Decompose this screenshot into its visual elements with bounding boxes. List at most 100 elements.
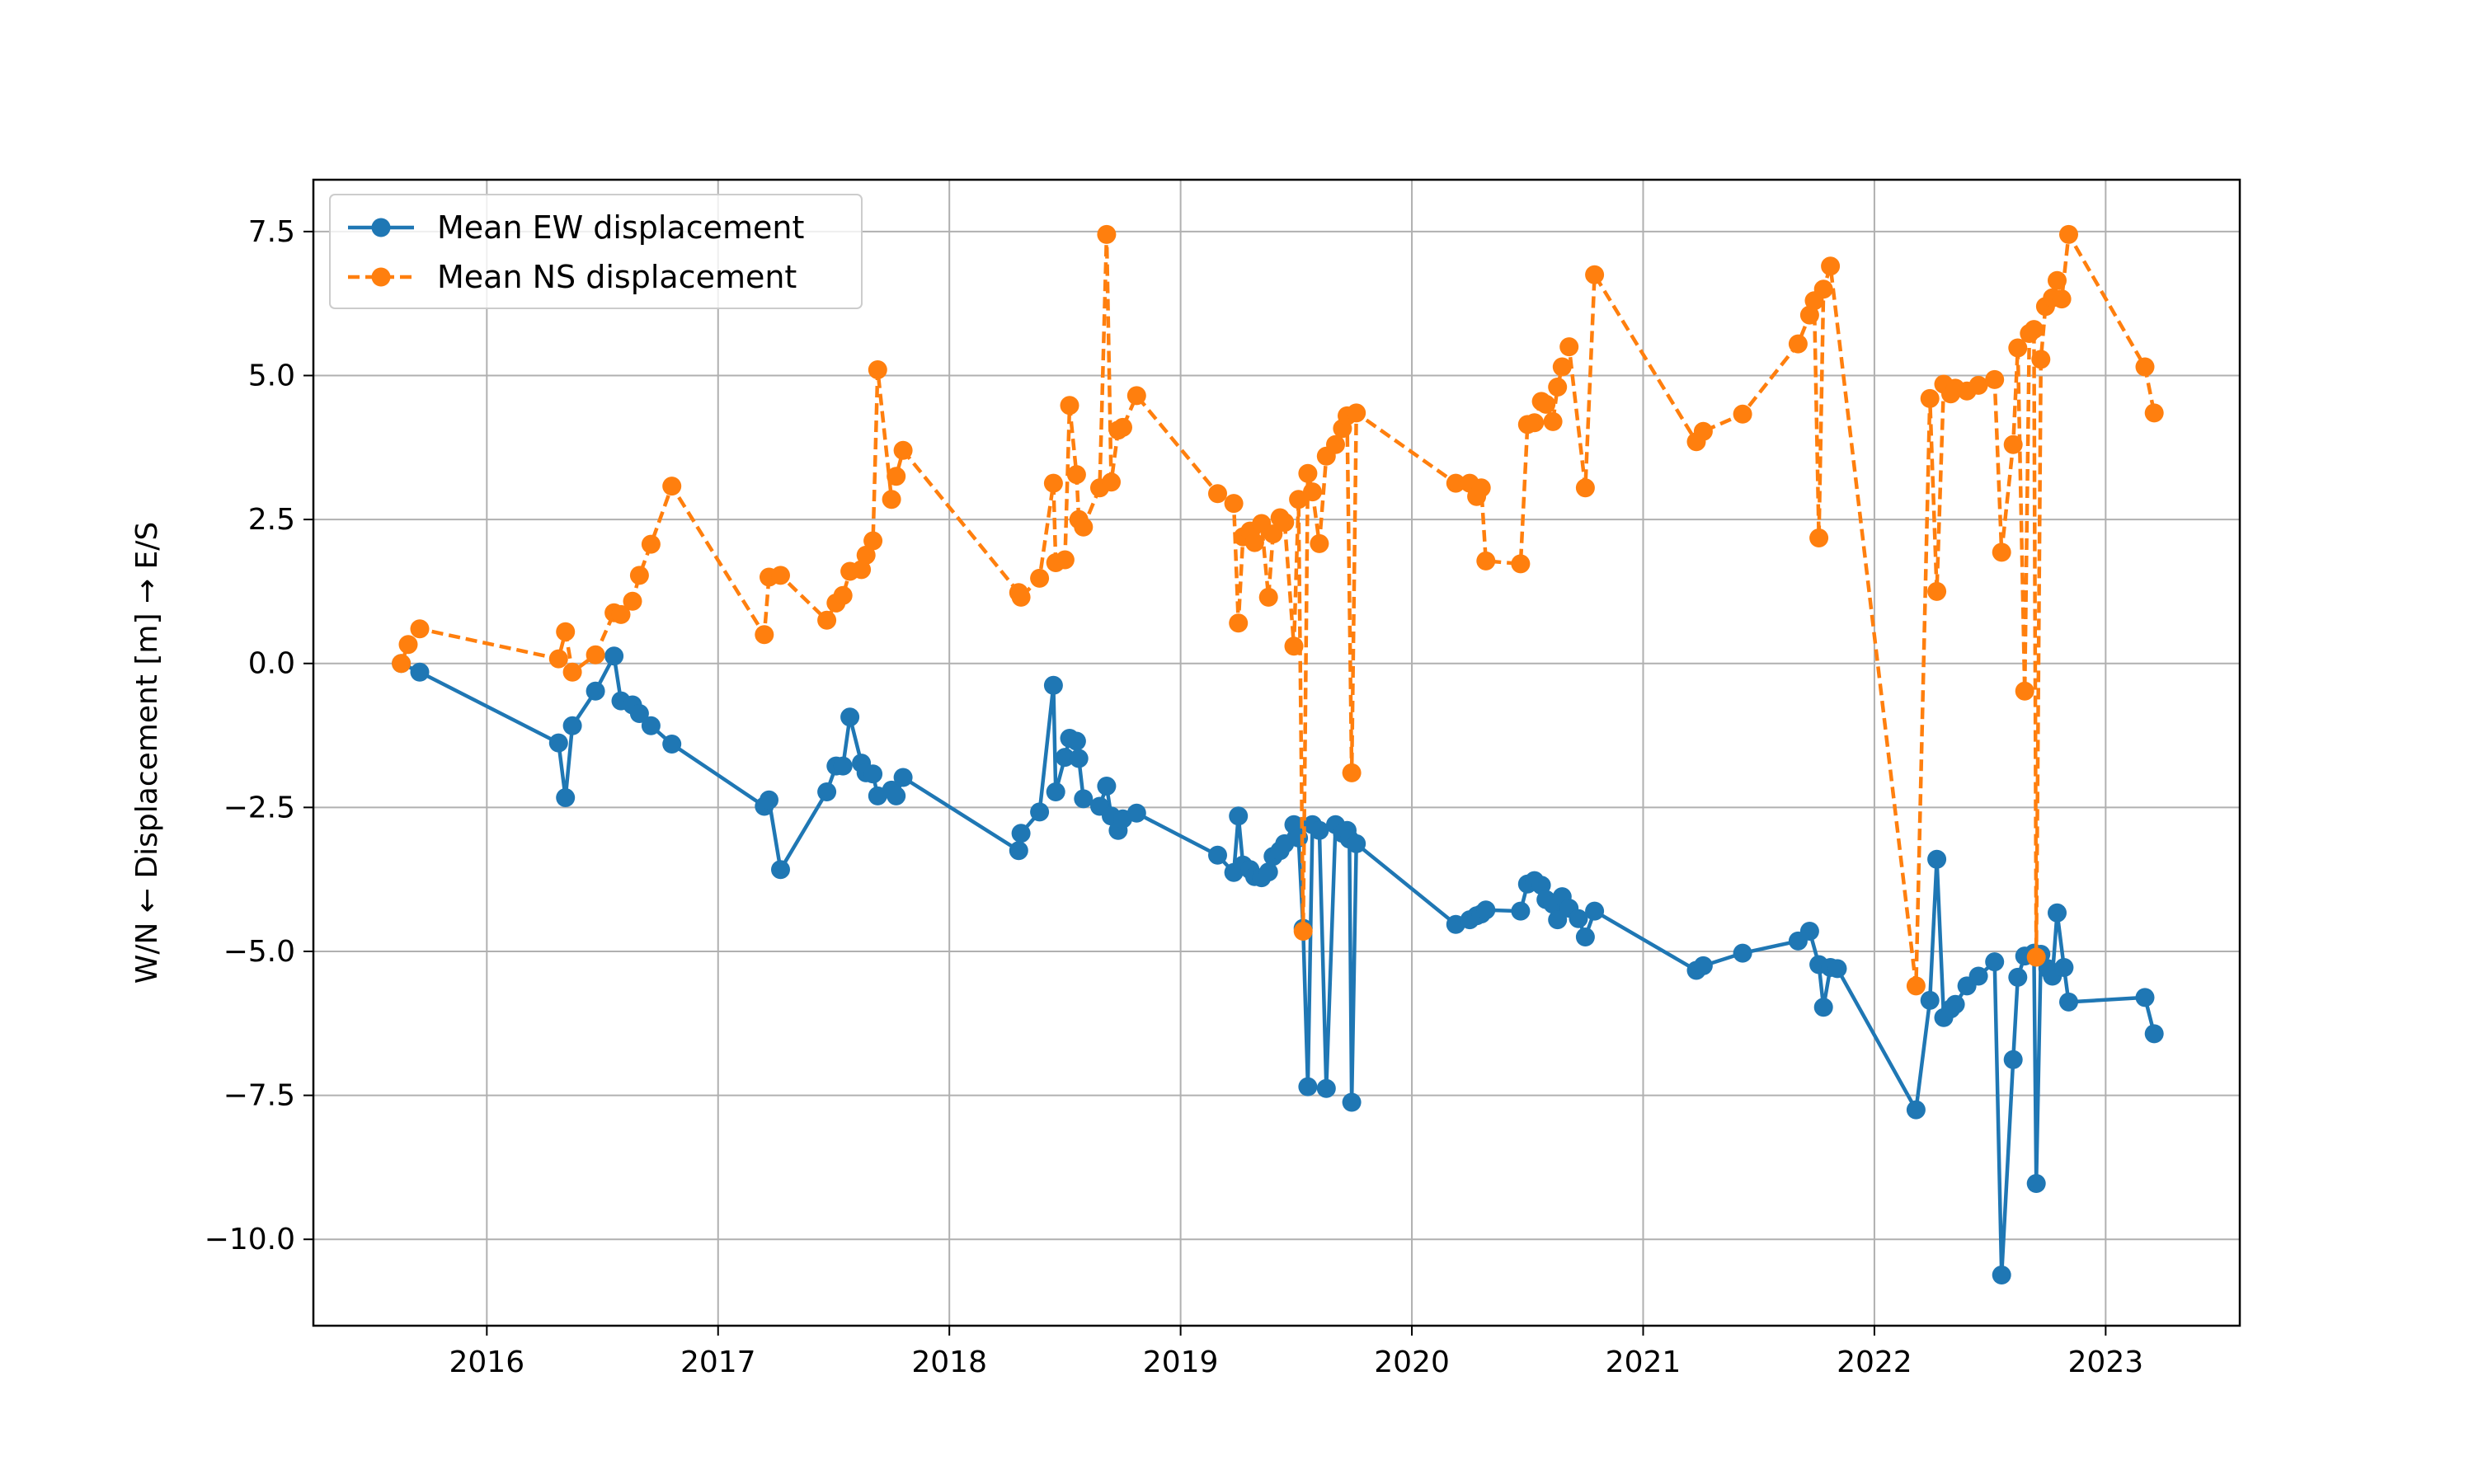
data-point	[662, 477, 682, 496]
data-point	[1030, 568, 1050, 588]
y-axis-label: W/N ← Displacement [m] → E/S	[130, 522, 164, 984]
x-tick-label: 2020	[1374, 1345, 1450, 1379]
axis-ticks: 2016 2017 2018 2019 2020 2021 2022 2023 −10.0 −7.…	[205, 215, 2143, 1379]
data-point	[1275, 513, 1295, 533]
data-point	[817, 610, 837, 630]
x-tick-label: 2019	[1143, 1345, 1219, 1379]
data-point	[1992, 542, 2011, 562]
data-point	[1011, 824, 1031, 843]
data-point	[1927, 849, 1947, 869]
data-point	[1298, 463, 1318, 483]
data-point	[1552, 357, 1572, 377]
data-point	[1968, 375, 1988, 395]
data-point	[2135, 357, 2155, 377]
data-point	[1476, 900, 1496, 920]
data-point	[1511, 901, 1531, 921]
data-point	[1809, 528, 1829, 547]
data-point	[1471, 478, 1491, 498]
data-point	[410, 619, 430, 639]
y-tick-label: −5.0	[223, 935, 295, 969]
data-point	[2026, 1174, 2046, 1193]
data-point	[662, 735, 682, 754]
data-point	[1585, 901, 1605, 921]
data-point	[1992, 1266, 2011, 1284]
data-point	[1543, 411, 1563, 431]
data-point	[1347, 403, 1366, 423]
y-tick-label: −2.5	[223, 791, 295, 824]
data-point	[1531, 876, 1551, 895]
data-point	[1258, 587, 1278, 607]
data-point	[1575, 928, 1595, 946]
data-point	[1985, 952, 2005, 972]
data-point	[863, 531, 883, 551]
data-point	[2144, 1024, 2164, 1044]
data-point	[1536, 394, 1556, 414]
data-point	[817, 782, 837, 801]
x-tick-label: 2022	[1837, 1345, 1912, 1379]
data-point	[1906, 1100, 1926, 1120]
data-point	[1229, 613, 1249, 633]
data-point	[1342, 1092, 1362, 1112]
data-point	[1446, 473, 1465, 493]
data-point	[893, 440, 913, 460]
data-point	[1284, 636, 1304, 656]
data-point	[2024, 320, 2044, 340]
data-point	[868, 360, 887, 379]
data-point	[833, 585, 853, 605]
data-point	[1258, 862, 1278, 882]
data-point	[2059, 992, 2078, 1012]
plot-frame	[312, 178, 2241, 1327]
data-point	[1289, 490, 1309, 510]
data-point	[2052, 289, 2072, 309]
data-point	[887, 786, 906, 805]
data-point	[755, 625, 774, 645]
data-point	[1030, 802, 1050, 822]
data-point	[1920, 388, 1940, 408]
y-tick-label: 5.0	[248, 359, 295, 392]
data-point	[1074, 517, 1094, 537]
data-point	[771, 860, 790, 880]
data-point	[2135, 988, 2155, 1007]
data-point	[623, 591, 642, 611]
data-point	[641, 534, 661, 554]
data-point	[2054, 958, 2074, 977]
data-point	[1310, 820, 1329, 840]
data-point	[1224, 494, 1244, 514]
data-point	[2015, 681, 2034, 701]
data-point	[1347, 834, 1366, 853]
data-point	[856, 545, 876, 565]
data-point	[562, 716, 582, 735]
data-point	[548, 733, 568, 753]
data-point	[398, 635, 418, 655]
data-point	[392, 654, 412, 674]
data-point	[2026, 947, 2046, 967]
data-point	[2048, 270, 2067, 290]
data-point	[1799, 305, 1819, 325]
data-point	[1011, 587, 1031, 607]
data-point	[1310, 533, 1329, 553]
data-point	[1298, 1077, 1318, 1097]
data-point	[1208, 484, 1227, 504]
data-point	[1069, 749, 1089, 768]
data-point	[1920, 990, 1940, 1010]
data-point	[1326, 434, 1345, 454]
legend: Mean EW displacement Mean NS displacement	[329, 194, 863, 309]
data-point	[562, 662, 582, 682]
data-point	[1569, 909, 1588, 928]
data-point	[1009, 841, 1028, 861]
data-point	[1263, 524, 1283, 544]
data-point	[1585, 265, 1605, 284]
y-tick-label: 2.5	[248, 503, 295, 537]
data-point	[863, 764, 883, 784]
legend-label: Mean NS displacement	[437, 259, 797, 295]
data-point	[1985, 369, 2005, 389]
data-point	[1799, 922, 1819, 941]
data-point	[1126, 386, 1146, 406]
data-point	[2031, 350, 2051, 369]
data-point	[2008, 338, 2028, 358]
data-point	[1548, 378, 1568, 397]
data-point	[548, 649, 568, 669]
data-point	[1733, 943, 1752, 963]
data-point	[556, 788, 576, 807]
data-point	[760, 790, 778, 810]
